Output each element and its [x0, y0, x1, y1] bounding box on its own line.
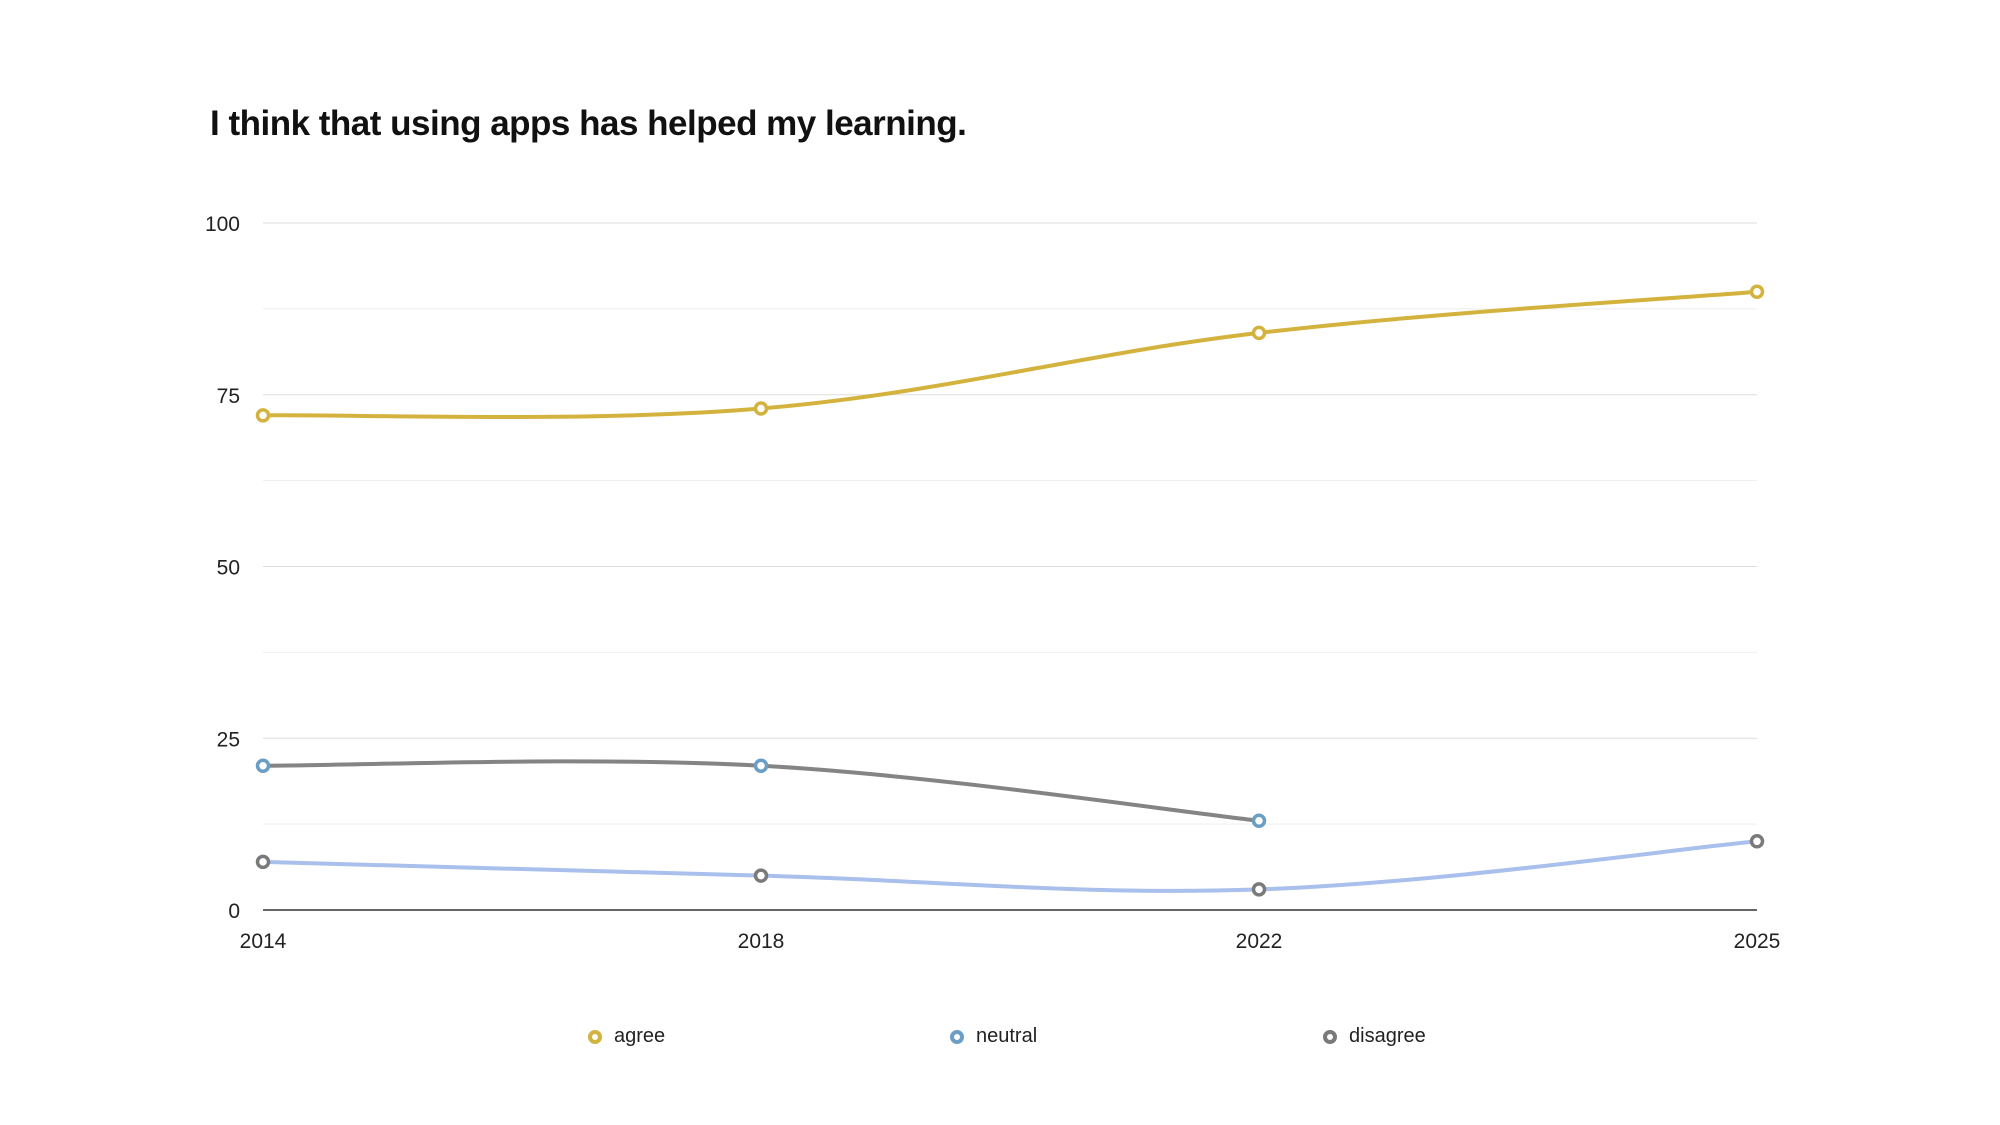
- x-axis-ticks: 2014 2018 2022 2025: [240, 930, 1781, 953]
- series-line-disagree: [261, 839, 1759, 893]
- data-point-neutral[interactable]: [1251, 813, 1267, 828]
- x-tick-label: 2014: [240, 930, 287, 953]
- y-tick-label: 25: [217, 728, 240, 751]
- y-tick-label: 50: [217, 557, 240, 580]
- y-axis-ticks: 0 25 50 75 100: [205, 213, 240, 923]
- data-point-neutral[interactable]: [753, 758, 769, 773]
- legend-marker-disagree: [1323, 1029, 1337, 1044]
- legend-marker-neutral: [950, 1029, 964, 1044]
- data-point-agree[interactable]: [255, 408, 271, 423]
- legend-label-disagree: disagree: [1349, 1025, 1426, 1047]
- legend: agree neutral disagree: [0, 1025, 2000, 1065]
- y-tick-label: 75: [217, 385, 240, 408]
- chart-title: I think that using apps has helped my le…: [210, 104, 967, 143]
- data-point-disagree[interactable]: [1251, 882, 1267, 897]
- data-point-agree[interactable]: [1749, 284, 1765, 299]
- legend-label-neutral: neutral: [976, 1025, 1038, 1047]
- data-point-agree[interactable]: [753, 401, 769, 416]
- x-tick-label: 2022: [1236, 930, 1283, 953]
- series-lines: [261, 289, 1759, 893]
- legend-item-disagree[interactable]: disagree: [1323, 1025, 1426, 1048]
- legend-item-neutral[interactable]: neutral: [950, 1025, 1037, 1048]
- y-tick-label: 0: [228, 900, 240, 923]
- grid-lines: [263, 222, 1757, 825]
- legend-label-agree: agree: [614, 1025, 666, 1047]
- legend-item-agree[interactable]: agree: [588, 1025, 665, 1048]
- x-tick-label: 2018: [738, 930, 785, 953]
- x-tick-label: 2025: [1734, 930, 1781, 953]
- data-point-disagree[interactable]: [255, 854, 271, 870]
- data-point-disagree[interactable]: [753, 868, 769, 883]
- data-point-neutral[interactable]: [255, 758, 271, 773]
- data-point-agree[interactable]: [1251, 325, 1267, 341]
- legend-marker-agree: [588, 1029, 602, 1044]
- series-line-agree: [261, 289, 1759, 420]
- series-markers: [255, 284, 1765, 897]
- y-tick-label: 100: [205, 213, 240, 236]
- data-point-disagree[interactable]: [1749, 834, 1765, 849]
